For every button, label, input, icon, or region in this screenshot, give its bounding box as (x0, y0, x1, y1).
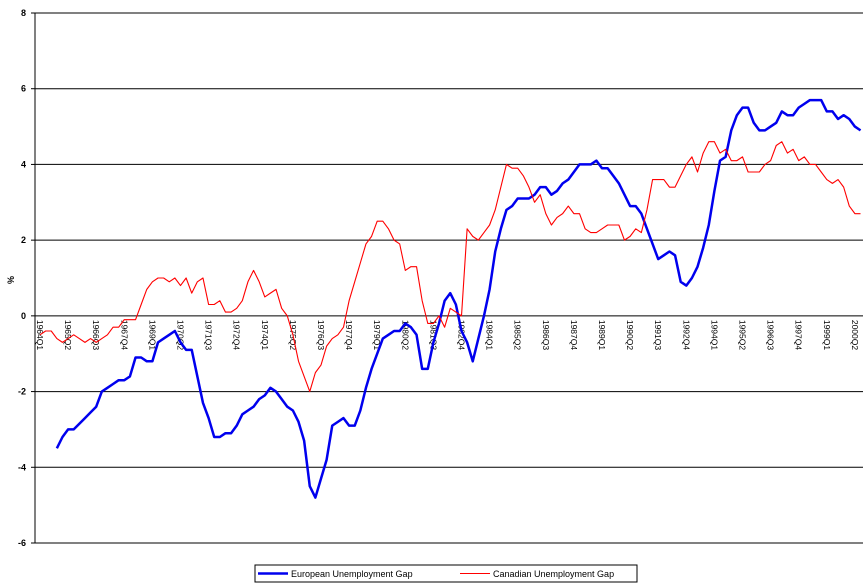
x-tick-label: 1969Q1 (147, 320, 157, 351)
y-tick-label: 8 (21, 8, 26, 18)
x-tick-label: 1980Q2 (400, 320, 410, 351)
x-tick-label: 1984Q1 (485, 320, 495, 351)
x-tick-label: 1990Q2 (625, 320, 635, 351)
y-tick-label: -2 (18, 387, 26, 397)
legend-label: European Unemployment Gap (291, 569, 413, 579)
x-tick-label: 1989Q1 (597, 320, 607, 351)
y-tick-label: 2 (21, 235, 26, 245)
x-tick-label: 1997Q4 (794, 320, 804, 351)
x-tick-label: 1971Q3 (204, 320, 214, 351)
x-tick-label: 1994Q1 (709, 320, 719, 351)
legend-label: Canadian Unemployment Gap (493, 569, 614, 579)
x-tick-label: 2000Q2 (850, 320, 860, 351)
x-tick-label: 1992Q4 (681, 320, 691, 351)
legend-box (254, 564, 638, 583)
x-tick-label: 1970Q2 (176, 320, 186, 351)
x-tick-label: 1999Q1 (822, 320, 832, 351)
x-tick-label: 1985Q2 (513, 320, 523, 351)
x-tick-label: 1986Q3 (541, 320, 551, 351)
x-tick-label: 1987Q4 (569, 320, 579, 351)
x-tick-label: 1979Q1 (372, 320, 382, 351)
x-tick-label: 1982Q4 (457, 320, 467, 351)
x-tick-label: 1965Q2 (63, 320, 73, 351)
y-tick-label: 6 (21, 84, 26, 94)
x-tick-label: 1967Q4 (119, 320, 129, 351)
x-tick-label: 1995Q2 (738, 320, 748, 351)
x-tick-label: 1976Q3 (316, 320, 326, 351)
x-tick-label: 1974Q1 (260, 320, 270, 351)
legend: European Unemployment Gap Canadian Unempl… (254, 564, 638, 583)
x-tick-label: 1996Q3 (766, 320, 776, 351)
x-tick-label: 1977Q4 (344, 320, 354, 351)
x-tick-label: 1972Q4 (232, 320, 242, 351)
x-tick-label: 1966Q3 (91, 320, 101, 351)
y-tick-label: 0 (21, 311, 26, 321)
x-tick-label: 1981Q3 (428, 320, 438, 351)
y-tick-label: -4 (18, 462, 26, 472)
x-tick-label: 1991Q3 (653, 320, 663, 351)
x-tick-label: 1964Q1 (35, 320, 45, 351)
y-tick-label: -6 (18, 538, 26, 548)
y-axis-label: % (6, 276, 16, 284)
series-line (39, 141, 861, 393)
series-line (55, 98, 862, 499)
y-tick-label: 4 (21, 159, 26, 169)
